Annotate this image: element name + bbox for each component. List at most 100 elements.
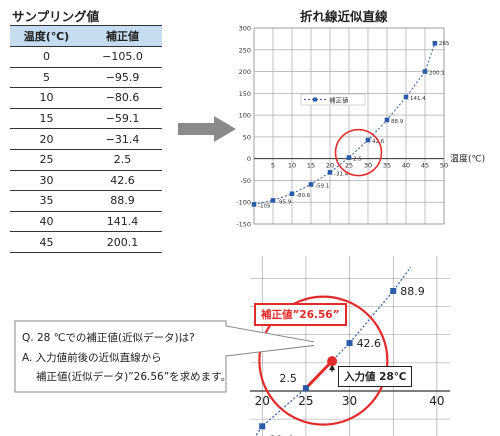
data-point xyxy=(365,137,371,143)
y-tick-label: -150 xyxy=(236,221,251,229)
x-tick-label: 45 xyxy=(421,162,429,170)
cell-temperature: 45 xyxy=(10,231,83,253)
y-tick-label: 150 xyxy=(239,90,251,98)
data-point xyxy=(308,182,314,187)
data-point xyxy=(259,423,266,430)
highlight-segment xyxy=(304,360,334,390)
cell-temperature: 10 xyxy=(10,87,83,109)
data-label: -59.1 xyxy=(315,183,329,189)
cell-correction: 200.1 xyxy=(82,231,162,253)
x-tick-label: 20 xyxy=(326,162,334,170)
arrow-shape xyxy=(178,116,236,142)
callout-input-value: 入力値 28℃ xyxy=(338,366,413,387)
data-point xyxy=(346,340,353,347)
y-tick-label: -100 xyxy=(236,199,251,207)
highlight-circle xyxy=(334,128,383,177)
y-tick-label: 200 xyxy=(239,68,251,76)
x-tick-label: 40 xyxy=(429,394,444,408)
cell-correction: −95.9 xyxy=(82,67,162,89)
x-tick-label: 5 xyxy=(271,162,275,170)
table-row: 15 −59.1 xyxy=(10,108,162,130)
speech-bubble xyxy=(14,320,314,393)
series-line xyxy=(254,266,412,436)
x-tick-label: 25 xyxy=(345,162,353,170)
qa-question: Q. 28 ℃での補正値(近似データ)は? xyxy=(22,332,195,344)
table-row: 25 2.5 xyxy=(10,149,162,171)
cell-temperature: 5 xyxy=(10,67,83,89)
data-label: 2.5 xyxy=(353,157,362,163)
sampling-title: サンプリング値 xyxy=(12,9,100,24)
cell-temperature: 25 xyxy=(10,149,83,171)
y-tick-label: 100 xyxy=(239,112,251,120)
qa-answer-line2: 補正値(近似データ)”26.56”を求めます。 xyxy=(36,371,232,383)
header-correction: 補正値 xyxy=(82,25,162,47)
x-tick-label: 20 xyxy=(255,394,270,408)
data-label: -31.4 xyxy=(334,171,349,177)
x-tick-label: 30 xyxy=(342,394,357,408)
data-point xyxy=(289,191,295,197)
table-row: 0 −105.0 xyxy=(10,46,162,68)
data-point xyxy=(346,155,352,160)
data-point xyxy=(384,117,390,123)
data-label: 200.1 xyxy=(429,71,445,77)
data-label: 141.4 xyxy=(410,96,426,102)
data-point xyxy=(390,287,397,294)
sampling-table: 温度(℃) 補正値 0 −105.0 5 −95.9 10 −80.6 15 −59.1 20−… xyxy=(10,25,162,253)
data-point xyxy=(302,385,309,392)
cell-correction: 141.4 xyxy=(82,211,162,233)
data-point xyxy=(327,170,333,175)
table-row: 45 200.1 xyxy=(10,231,162,253)
data-label: 88.9 xyxy=(400,285,425,298)
data-point xyxy=(422,69,428,74)
x-tick-label: 15 xyxy=(307,162,315,170)
y-tick-label: 300 xyxy=(239,25,251,33)
highlight-point xyxy=(327,356,338,367)
x-tick-label: 40 xyxy=(402,162,410,170)
x-tick-label: 35 xyxy=(383,162,391,170)
data-label: 42.6 xyxy=(357,337,382,350)
cell-correction: 2.5 xyxy=(82,149,162,171)
cell-temperature: 30 xyxy=(10,170,83,192)
data-point xyxy=(270,198,276,203)
cell-temperature: 20 xyxy=(10,128,83,150)
x-tick-label: 30 xyxy=(364,162,372,170)
zoom-circle xyxy=(258,295,389,426)
data-label: -105 xyxy=(258,203,271,209)
sampling-body: 0 −105.0 5 −95.9 10 −80.6 15 −59.1 20 −31.4 25 2.5 3… xyxy=(10,46,162,253)
input-pointer-arrowhead xyxy=(329,364,336,371)
right-arrow-icon xyxy=(178,116,236,142)
table-row: 20 −31.4 xyxy=(10,128,162,150)
header-temperature: 温度(℃) xyxy=(10,25,83,47)
data-label: 2.5 xyxy=(279,372,297,385)
series-line xyxy=(253,43,436,205)
cell-temperature: 0 xyxy=(10,46,83,68)
legend-label: 補正値 xyxy=(329,96,349,105)
data-label: -80.6 xyxy=(296,193,311,199)
data-label: 88.9 xyxy=(391,119,404,125)
table-header-row: 温度(℃) 補正値 xyxy=(10,25,162,47)
cell-correction: −31.4 xyxy=(82,128,162,150)
x-axis-label: 温度(℃) xyxy=(450,153,485,165)
table-row: 40 141.4 xyxy=(10,211,162,233)
line-chart: 5 10 15 20 25 30 35 40 45 50 -150 -100 -50 0 50 100 150 2… xyxy=(236,25,485,229)
legend-marker xyxy=(313,97,317,102)
y-tick-label: 250 xyxy=(239,46,251,54)
cell-correction: 88.9 xyxy=(82,190,162,212)
x-tick-label: 10 xyxy=(288,162,296,170)
cell-temperature: 35 xyxy=(10,190,83,212)
cell-temperature: 40 xyxy=(10,211,83,233)
zoom-chart: -31.4 2.5 42.6 88.9 20 25 30 40 xyxy=(250,256,450,436)
data-point xyxy=(403,94,409,100)
data-point xyxy=(432,40,438,46)
x-tick-label: 25 xyxy=(298,394,313,408)
data-point xyxy=(251,202,257,207)
y-tick-label: 0 xyxy=(247,155,251,163)
x-tick-label: 50 xyxy=(440,162,448,170)
qa-answer-line1: A. 入力値前後の近似直線から xyxy=(22,352,162,364)
cell-temperature: 15 xyxy=(10,108,83,130)
speech-bubble-shape xyxy=(14,320,314,393)
cell-correction: −59.1 xyxy=(82,108,162,130)
callout-correction-value: 補正値”26.56” xyxy=(254,303,347,326)
y-tick-label: -50 xyxy=(240,177,251,185)
end-label: 265 xyxy=(439,41,450,47)
